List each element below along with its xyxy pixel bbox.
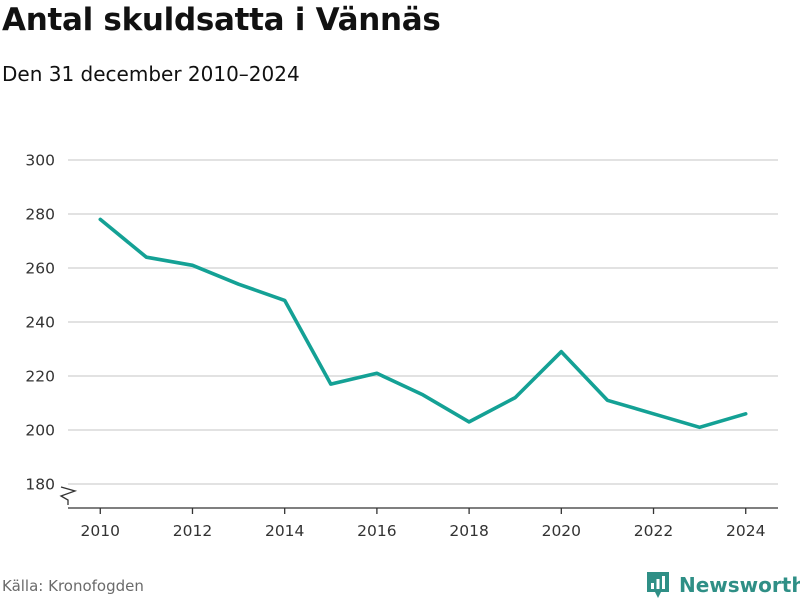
series-line-0 [98, 217, 748, 430]
chart-subtitle: Den 31 december 2010–2024 [2, 62, 300, 86]
series-layer [98, 217, 748, 430]
x-tick-label-2024: 2024 [726, 522, 765, 540]
x-axis [59, 486, 778, 514]
y-tick-label-280: 280 [25, 206, 55, 224]
source-note: Källa: Kronofogden [2, 577, 144, 595]
y-tick-label-220: 220 [25, 368, 55, 386]
grid-lines [68, 159, 778, 485]
brand-logo: Newsworthy [645, 570, 800, 600]
x-tick-label-2018: 2018 [449, 522, 488, 540]
x-tick-label-2014: 2014 [265, 522, 304, 540]
x-tick-label-2012: 2012 [173, 522, 212, 540]
chart-title: Antal skuldsatta i Vännäs [2, 2, 441, 38]
y-tick-label-200: 200 [25, 422, 55, 440]
brand-name: Newsworthy [679, 573, 800, 597]
y-tick-label-260: 260 [25, 260, 55, 278]
x-tick-label-2020: 2020 [542, 522, 581, 540]
x-tick-label-2016: 2016 [357, 522, 396, 540]
y-tick-label-240: 240 [25, 314, 55, 332]
axis-break-icon [59, 486, 78, 505]
y-tick-label-300: 300 [25, 152, 55, 170]
y-axis-tick-labels: 180 200 220 240 260 280 300 [25, 152, 55, 494]
x-axis-tick-labels: 2010 2012 2014 2016 2018 2020 2022 2024 [81, 522, 766, 540]
x-tick-label-2022: 2022 [634, 522, 673, 540]
y-tick-label-180: 180 [25, 476, 55, 494]
x-tick-label-2010: 2010 [81, 522, 120, 540]
newsworthy-logo-icon [647, 572, 669, 598]
